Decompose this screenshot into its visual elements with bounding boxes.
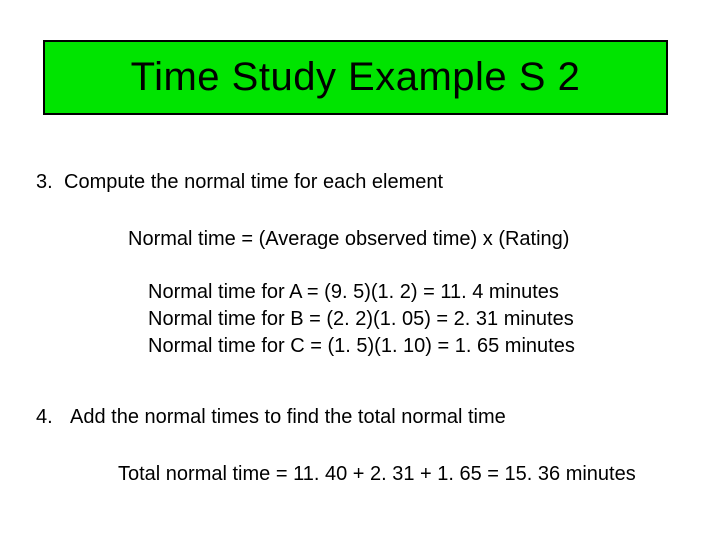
calc-b: Normal time for B = (2. 2)(1. 05) = 2. 3… xyxy=(148,307,684,332)
step-3-calculations: Normal time for A = (9. 5)(1. 2) = 11. 4… xyxy=(148,280,684,359)
step-4-total: Total normal time = 11. 40 + 2. 31 + 1. … xyxy=(118,462,684,487)
step-4-number: 4. xyxy=(36,405,70,430)
step-4: 4. Add the normal times to find the tota… xyxy=(36,405,684,430)
title-box: Time Study Example S 2 xyxy=(43,40,668,115)
content-area: 3. Compute the normal time for each elem… xyxy=(36,170,684,487)
step-3-number: 3. xyxy=(36,170,64,195)
step-4-text: Add the normal times to find the total n… xyxy=(70,405,506,430)
step-3-formula: Normal time = (Average observed time) x … xyxy=(128,227,684,252)
calc-c: Normal time for C = (1. 5)(1. 10) = 1. 6… xyxy=(148,334,684,359)
step-3: 3. Compute the normal time for each elem… xyxy=(36,170,684,195)
calc-a: Normal time for A = (9. 5)(1. 2) = 11. 4… xyxy=(148,280,684,305)
page-title: Time Study Example S 2 xyxy=(131,55,581,100)
step-3-text: Compute the normal time for each element xyxy=(64,170,443,195)
